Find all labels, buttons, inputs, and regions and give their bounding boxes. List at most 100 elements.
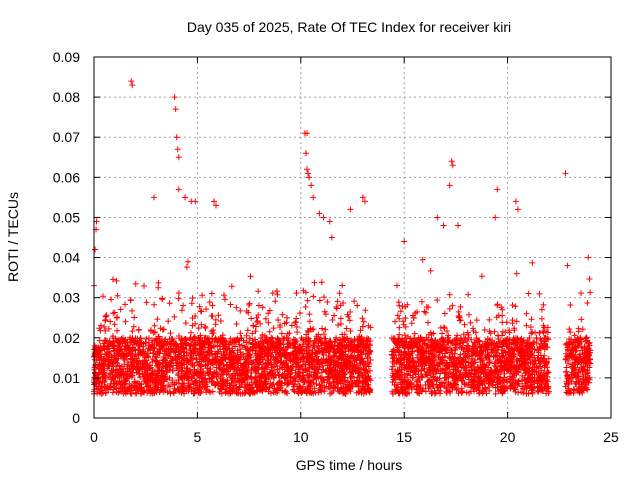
data-point (322, 326, 329, 333)
data-point (425, 319, 432, 326)
data-point (515, 389, 522, 396)
data-point (150, 194, 157, 201)
data-point (305, 170, 312, 177)
data-point (466, 352, 473, 359)
data-point (347, 308, 354, 315)
y-tick-label: 0.03 (53, 290, 80, 306)
data-point (512, 198, 519, 205)
data-point (513, 270, 520, 277)
data-point (151, 345, 158, 352)
data-point (101, 324, 108, 331)
data-point (339, 282, 346, 289)
data-point (319, 325, 326, 332)
data-point (587, 289, 594, 296)
data-point (402, 323, 409, 330)
data-point (233, 320, 240, 327)
data-point (514, 381, 521, 388)
data-point (262, 315, 269, 322)
data-point (578, 316, 585, 323)
y-tick-label: 0.08 (53, 89, 80, 105)
data-point (359, 194, 366, 201)
data-point (149, 359, 156, 366)
data-point (122, 318, 129, 325)
data-point (275, 317, 282, 324)
y-tick-label: 0.09 (53, 49, 80, 65)
data-point (538, 315, 545, 322)
data-points (91, 78, 594, 397)
data-point (408, 320, 415, 327)
data-point (129, 328, 136, 335)
data-point (214, 342, 221, 349)
data-point (164, 389, 171, 396)
data-point (498, 332, 505, 339)
data-point (509, 320, 516, 327)
data-point (221, 292, 228, 299)
data-point (457, 351, 464, 358)
data-point (354, 302, 361, 309)
data-point (527, 324, 534, 331)
data-point (481, 326, 488, 333)
data-point (274, 291, 281, 298)
data-point (363, 335, 370, 342)
data-point (270, 325, 277, 332)
data-point (437, 370, 444, 377)
data-point (237, 307, 244, 314)
data-point (195, 325, 202, 332)
data-point (163, 368, 170, 375)
data-point (514, 206, 521, 213)
data-point (188, 300, 195, 307)
data-point (473, 317, 480, 324)
data-point (486, 316, 493, 323)
data-point (411, 330, 418, 337)
data-point (512, 303, 519, 310)
data-point (345, 313, 352, 320)
data-point (306, 372, 313, 379)
data-point (440, 324, 447, 331)
data-point (116, 388, 123, 395)
data-point (331, 312, 338, 319)
data-point (114, 327, 121, 334)
data-point (418, 373, 425, 380)
data-point (310, 293, 317, 300)
data-point (318, 279, 325, 286)
data-point (396, 331, 403, 338)
data-point (501, 374, 508, 381)
data-point (454, 222, 461, 229)
data-point (459, 344, 466, 351)
data-point (396, 324, 403, 331)
data-point (525, 290, 532, 297)
data-point (159, 295, 166, 302)
data-point (449, 162, 456, 169)
data-point (151, 322, 158, 329)
data-point (293, 315, 300, 322)
data-point (107, 371, 114, 378)
data-point (138, 381, 145, 388)
data-point (536, 344, 543, 351)
data-point (335, 322, 342, 329)
data-point (394, 312, 401, 319)
data-point (434, 297, 441, 304)
data-point (336, 290, 343, 297)
data-point (279, 311, 286, 318)
x-tick-label: 15 (396, 429, 412, 445)
data-point (567, 302, 574, 309)
data-point (461, 321, 468, 328)
data-point (110, 310, 117, 317)
data-point (523, 322, 530, 329)
data-point (172, 106, 179, 113)
data-point (182, 319, 189, 326)
data-point (266, 328, 273, 335)
data-point (209, 388, 216, 395)
data-point (321, 294, 328, 301)
data-point (131, 314, 138, 321)
y-tick-label: 0.02 (53, 330, 80, 346)
data-point (400, 318, 407, 325)
data-point (245, 339, 252, 346)
data-point (564, 262, 571, 269)
data-point (586, 276, 593, 283)
data-point (529, 259, 536, 266)
data-point (499, 306, 506, 313)
data-point (333, 304, 340, 311)
data-point (192, 198, 199, 205)
